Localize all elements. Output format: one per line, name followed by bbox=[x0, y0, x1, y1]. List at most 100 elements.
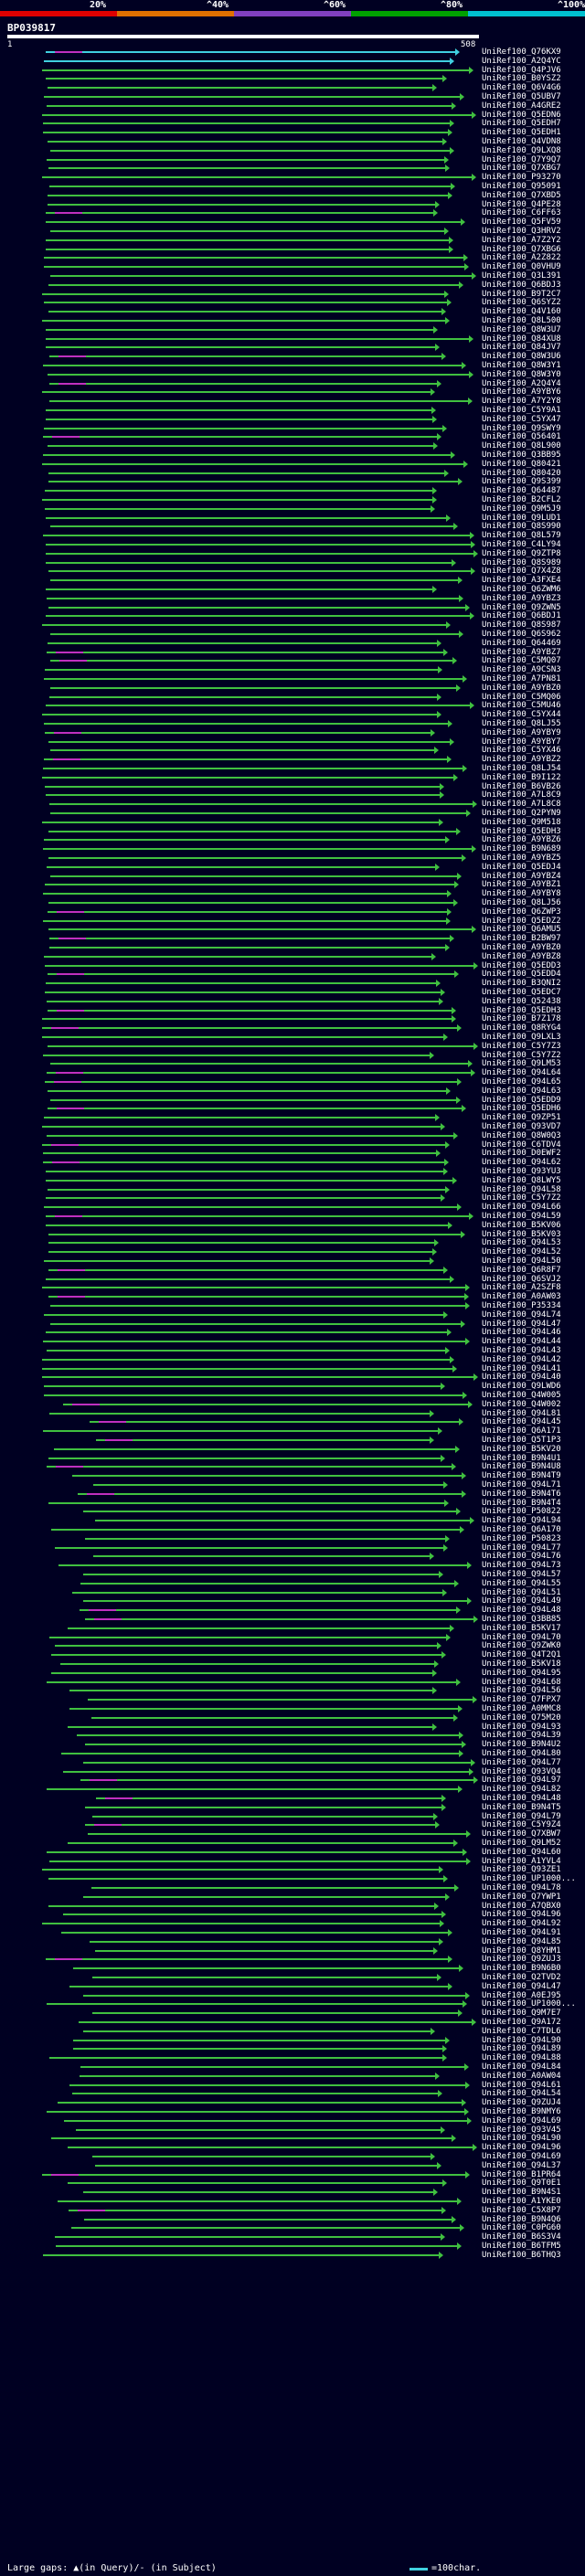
hit-label[interactable]: UniRef100_Q94L94 bbox=[482, 1516, 561, 1525]
hit-label[interactable]: UniRef100_A7L8C8 bbox=[482, 800, 561, 809]
hit-label[interactable]: UniRef100_B5KV18 bbox=[482, 1659, 561, 1669]
hit-bar[interactable] bbox=[44, 1314, 443, 1316]
hit-label[interactable]: UniRef100_Q9ZWN5 bbox=[482, 603, 561, 612]
hit-bar[interactable] bbox=[85, 1824, 435, 1826]
hit-bar[interactable] bbox=[64, 2120, 467, 2122]
hit-label[interactable]: UniRef100_Q94L45 bbox=[482, 1417, 561, 1426]
hit-label[interactable]: UniRef100_B9N4Q6 bbox=[482, 2215, 561, 2224]
hit-bar[interactable] bbox=[50, 1305, 465, 1307]
hit-bar[interactable] bbox=[90, 1421, 459, 1423]
hit-bar[interactable] bbox=[42, 1126, 441, 1128]
hit-bar[interactable] bbox=[90, 1941, 439, 1943]
hit-bar[interactable] bbox=[43, 535, 470, 536]
hit-label[interactable]: UniRef100_Q7XBG6 bbox=[482, 245, 561, 254]
hit-bar[interactable] bbox=[43, 454, 451, 456]
hit-label[interactable]: UniRef100_Q94L88 bbox=[482, 2053, 561, 2062]
hit-bar[interactable] bbox=[43, 122, 450, 124]
hit-label[interactable]: UniRef100_Q84XU8 bbox=[482, 334, 561, 344]
hit-label[interactable]: UniRef100_Q5EDC7 bbox=[482, 988, 561, 997]
hit-bar[interactable] bbox=[46, 409, 431, 411]
hit-label[interactable]: UniRef100_A9YBZ6 bbox=[482, 835, 561, 844]
hit-bar[interactable] bbox=[42, 1287, 465, 1288]
hit-bar[interactable] bbox=[84, 2219, 452, 2221]
hit-bar[interactable] bbox=[49, 947, 445, 949]
hit-bar[interactable] bbox=[45, 669, 438, 671]
hit-label[interactable]: UniRef100_Q94L46 bbox=[482, 1328, 561, 1337]
hit-bar[interactable] bbox=[44, 266, 464, 268]
hit-label[interactable]: UniRef100_Q94L70 bbox=[482, 1633, 561, 1642]
hit-label[interactable]: UniRef100_B5KV20 bbox=[482, 1445, 561, 1454]
hit-bar[interactable] bbox=[50, 1323, 461, 1325]
hit-label[interactable]: UniRef100_Q94L91 bbox=[482, 1928, 561, 1937]
hit-bar[interactable] bbox=[49, 2057, 442, 2059]
hit-bar[interactable] bbox=[92, 1816, 433, 1818]
hit-bar[interactable] bbox=[47, 1135, 453, 1137]
hit-label[interactable]: UniRef100_Q94L63 bbox=[482, 1087, 561, 1096]
hit-label[interactable]: UniRef100_A9YBY9 bbox=[482, 728, 561, 737]
hit-bar[interactable] bbox=[46, 1278, 450, 1280]
hit-label[interactable]: UniRef100_B9N4T5 bbox=[482, 1803, 561, 1812]
hit-label[interactable]: UniRef100_Q6S962 bbox=[482, 630, 561, 639]
hit-label[interactable]: UniRef100_Q5EDH6 bbox=[482, 1104, 561, 1113]
hit-bar[interactable] bbox=[43, 365, 462, 366]
hit-bar[interactable] bbox=[46, 615, 470, 617]
hit-bar[interactable] bbox=[95, 1520, 470, 1521]
hit-label[interactable]: UniRef100_A0MMC8 bbox=[482, 1704, 561, 1713]
hit-bar[interactable] bbox=[50, 633, 459, 635]
hit-bar[interactable] bbox=[68, 2182, 442, 2184]
hit-bar[interactable] bbox=[44, 302, 447, 303]
hit-label[interactable]: UniRef100_A9YBZ0 bbox=[482, 943, 561, 952]
hit-label[interactable]: UniRef100_Q9LWD6 bbox=[482, 1382, 561, 1391]
hit-label[interactable]: UniRef100_Q4VDN8 bbox=[482, 137, 561, 146]
hit-label[interactable]: UniRef100_Q94L89 bbox=[482, 2044, 561, 2053]
hit-bar[interactable] bbox=[42, 293, 444, 295]
hit-label[interactable]: UniRef100_Q6A171 bbox=[482, 1426, 561, 1436]
hit-label[interactable]: UniRef100_A9YBZ8 bbox=[482, 952, 561, 961]
hit-bar[interactable] bbox=[76, 2129, 441, 2131]
hit-bar[interactable] bbox=[46, 212, 433, 214]
hit-label[interactable]: UniRef100_Q5EDN6 bbox=[482, 111, 561, 120]
hit-bar[interactable] bbox=[49, 938, 450, 939]
hit-bar[interactable] bbox=[46, 419, 432, 420]
hit-bar[interactable] bbox=[48, 1905, 434, 1907]
hit-bar[interactable] bbox=[61, 1753, 459, 1754]
hit-label[interactable]: UniRef100_Q9LM52 bbox=[482, 1839, 561, 1848]
hit-bar[interactable] bbox=[44, 956, 431, 958]
hit-bar[interactable] bbox=[69, 2084, 465, 2086]
hit-label[interactable]: UniRef100_Q94L37 bbox=[482, 2161, 561, 2170]
hit-bar[interactable] bbox=[51, 2137, 452, 2139]
hit-bar[interactable] bbox=[43, 893, 447, 895]
hit-bar[interactable] bbox=[42, 1018, 452, 1020]
hit-bar[interactable] bbox=[83, 1600, 467, 1602]
hit-bar[interactable] bbox=[46, 705, 470, 706]
hit-label[interactable]: UniRef100_C5X8P7 bbox=[482, 2206, 561, 2215]
hit-label[interactable]: UniRef100_A9YBZ3 bbox=[482, 594, 561, 603]
hit-label[interactable]: UniRef100_Q8W3Y0 bbox=[482, 370, 561, 379]
hit-label[interactable]: UniRef100_A9YBY6 bbox=[482, 387, 561, 397]
hit-bar[interactable] bbox=[46, 78, 442, 80]
hit-label[interactable]: UniRef100_A2SZF8 bbox=[482, 1283, 561, 1292]
hit-bar[interactable] bbox=[48, 311, 441, 313]
hit-bar[interactable] bbox=[43, 1055, 430, 1056]
hit-bar[interactable] bbox=[48, 1502, 444, 1504]
hit-bar[interactable] bbox=[50, 749, 434, 751]
hit-bar[interactable] bbox=[58, 2200, 457, 2202]
hit-bar[interactable] bbox=[48, 204, 435, 206]
hit-label[interactable]: UniRef100_Q7XBG7 bbox=[482, 164, 561, 173]
hit-bar[interactable] bbox=[50, 875, 457, 877]
hit-bar[interactable] bbox=[44, 1385, 441, 1387]
hit-label[interactable]: UniRef100_Q94L47 bbox=[482, 1320, 561, 1329]
hit-bar[interactable] bbox=[46, 553, 473, 555]
hit-bar[interactable] bbox=[49, 400, 468, 402]
hit-label[interactable]: UniRef100_Q9ZWK0 bbox=[482, 1641, 561, 1650]
hit-bar[interactable] bbox=[48, 1010, 452, 1012]
hit-label[interactable]: UniRef100_C5Y7Z2 bbox=[482, 1193, 561, 1203]
hit-bar[interactable] bbox=[48, 642, 437, 644]
hit-bar[interactable] bbox=[68, 2147, 473, 2148]
hit-label[interactable]: UniRef100_A9YBY7 bbox=[482, 737, 561, 747]
hit-label[interactable]: UniRef100_Q84JV7 bbox=[482, 343, 561, 352]
hit-bar[interactable] bbox=[85, 1618, 474, 1620]
hit-label[interactable]: UniRef100_A0AW03 bbox=[482, 1292, 561, 1301]
hit-label[interactable]: UniRef100_Q6A170 bbox=[482, 1525, 561, 1534]
hit-label[interactable]: UniRef100_Q94L42 bbox=[482, 1355, 561, 1364]
